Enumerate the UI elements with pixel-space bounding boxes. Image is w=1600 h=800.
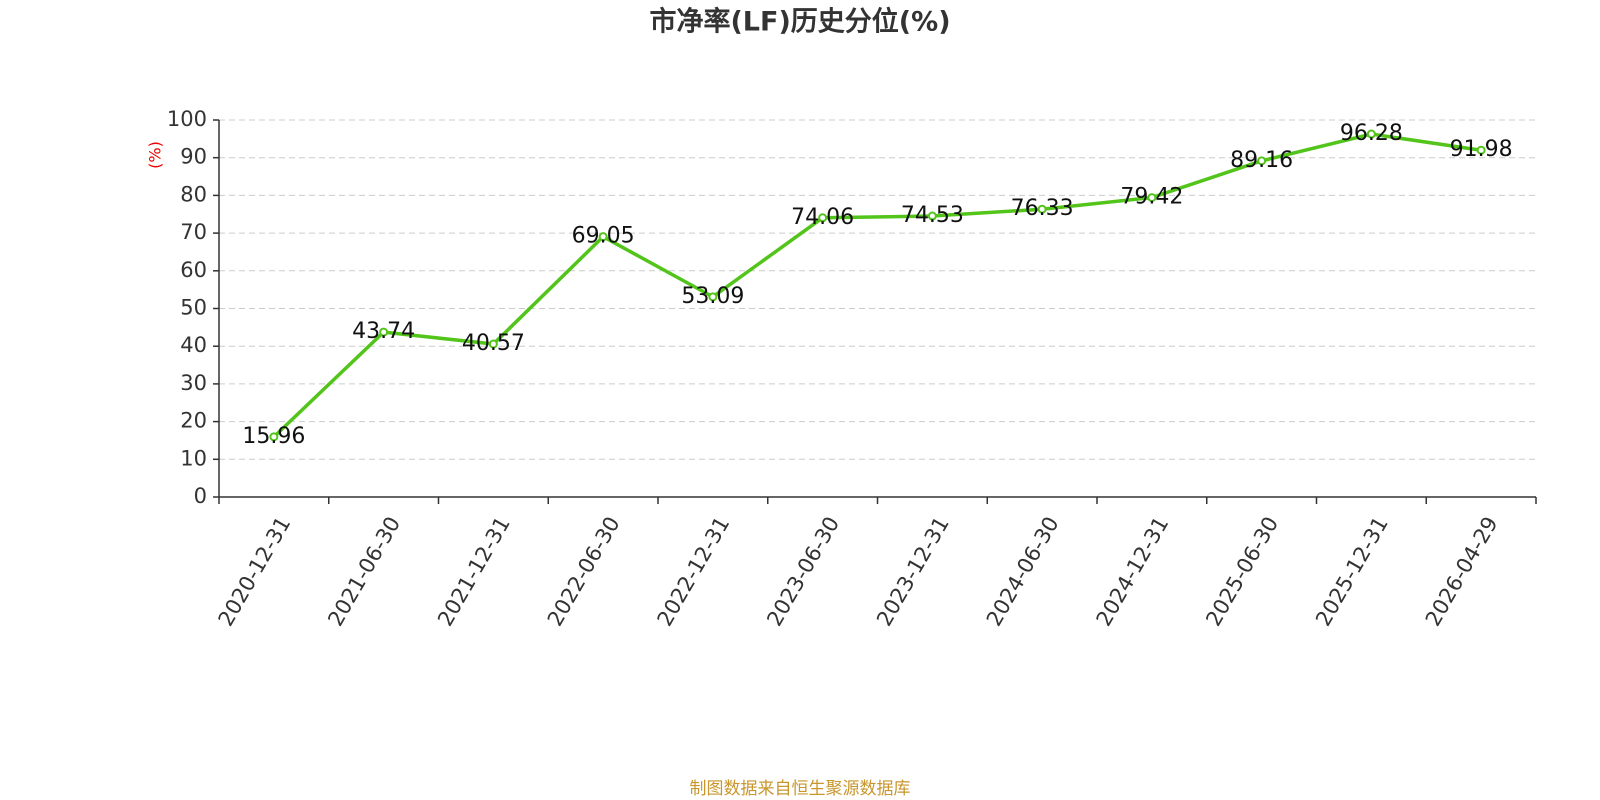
data-label: 79.42 [1120,185,1183,210]
x-tick-label: 2024-06-30 [982,513,1064,631]
x-tick-label: 2021-12-31 [433,513,515,631]
data-label: 91.98 [1450,137,1513,162]
point [1257,156,1267,166]
point [818,213,828,223]
point [1147,193,1157,203]
x-tick-label: 2023-06-30 [762,513,844,631]
y-tick-label: 10 [180,446,207,470]
x-tick-label: 2020-12-31 [214,513,296,631]
x-tick-label: 2024-12-31 [1092,513,1174,631]
data-label: 96.28 [1340,121,1403,146]
point [1366,129,1376,139]
data-label: 40.57 [462,331,525,356]
data-label: 76.33 [1011,196,1074,221]
x-tick-label: 2022-12-31 [653,513,735,631]
y-tick-label: 60 [180,258,207,282]
x-tick-label: 2026-04-29 [1421,513,1503,631]
y-axis-label: (%) [146,141,165,169]
line [272,132,1482,439]
data-label: 74.53 [901,203,964,228]
y-tick-label: 80 [180,182,207,206]
data-label: 43.74 [352,319,415,344]
data-label: 74.06 [791,205,854,230]
y-tick-label: 30 [180,371,207,395]
source-note: 制图数据来自恒生聚源数据库 [690,779,911,799]
point [708,292,718,302]
data-label: 15.96 [242,424,305,449]
y-tick-label: 20 [180,409,207,433]
point [1476,145,1486,155]
y-tick-label: 50 [180,296,207,320]
x-tick-label: 2023-12-31 [872,513,954,631]
y-tick-label: 100 [167,107,207,131]
point [1037,204,1047,214]
x-tick-label: 2022-06-30 [543,513,625,631]
y-tick-label: 0 [194,484,207,508]
point [598,232,608,242]
x-tick-label: 2025-12-31 [1311,513,1393,631]
data-label: 53.09 [681,284,744,309]
y-tick-label: 40 [180,333,207,357]
data-label: 89.16 [1230,148,1293,173]
chart-title: 市净率(LF)历史分位(%) [649,6,950,38]
point [269,432,279,442]
x-tick-label: 2021-06-30 [323,513,405,631]
point [379,327,389,337]
data-label: 69.05 [572,224,635,249]
y-tick-label: 70 [180,220,207,244]
x-tick-label: 2025-06-30 [1201,513,1283,631]
y-tick-label: 90 [180,145,207,169]
point [488,339,498,349]
point [927,211,937,221]
